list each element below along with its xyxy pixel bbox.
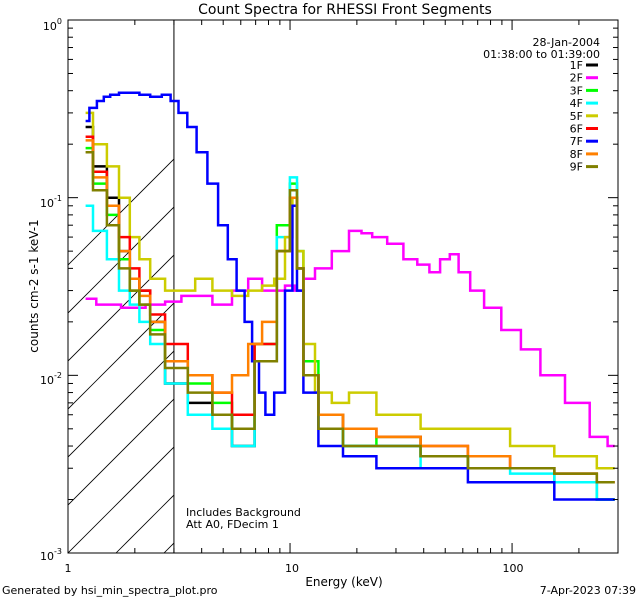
series-2f — [85, 229, 615, 448]
legend-label-8f: 8F — [570, 148, 583, 161]
series-7f — [85, 91, 615, 501]
legend-label-3f: 3F — [570, 84, 583, 97]
legend-label-7f: 7F — [570, 135, 583, 148]
timestamp-label: 7-Apr-2023 07:39 — [540, 584, 636, 597]
legend-label-6f: 6F — [570, 123, 583, 136]
legend-label-1f: 1F — [570, 59, 583, 72]
time-range-label: 01:38:00 to 01:39:00 — [483, 48, 600, 61]
legend-label-4f: 4F — [570, 97, 583, 110]
legend-label-5f: 5F — [570, 110, 583, 123]
legend-label-2f: 2F — [570, 72, 583, 85]
excluded-energy-hatch — [68, 158, 174, 553]
series-9f — [85, 151, 615, 484]
y-axis-label: counts cm-2 s-1 keV-1 — [27, 219, 41, 352]
chart-title: Count Spectra for RHESSI Front Segments — [198, 2, 492, 18]
legend-label-9f: 9F — [570, 161, 583, 174]
x-tick-label-10: 10 — [285, 562, 299, 575]
x-axis-label: Energy (keV) — [305, 575, 382, 589]
y-tick-label-1e-1: 10-1 — [40, 194, 62, 210]
y-tick-label-1e0: 100 — [43, 17, 62, 33]
series-6f — [85, 135, 615, 484]
annotation-attenuator: Att A0, FDecim 1 — [186, 518, 279, 531]
date-label: 28-Jan-2004 — [533, 36, 601, 49]
series-layer — [85, 91, 615, 501]
series-5f — [85, 111, 615, 470]
generated-by-label: Generated by hsi_min_spectra_plot.pro — [2, 584, 218, 597]
axis-ticks — [67, 19, 619, 554]
plot-frame — [67, 19, 619, 554]
x-tick-label-100: 100 — [503, 562, 524, 575]
y-tick-label-1e-2: 10-2 — [40, 371, 62, 387]
y-tick-label-1e-3: 10-3 — [40, 547, 62, 563]
series-8f — [85, 139, 615, 484]
x-tick-label-1: 1 — [65, 562, 72, 575]
annotation-background: Includes Background — [186, 506, 301, 519]
